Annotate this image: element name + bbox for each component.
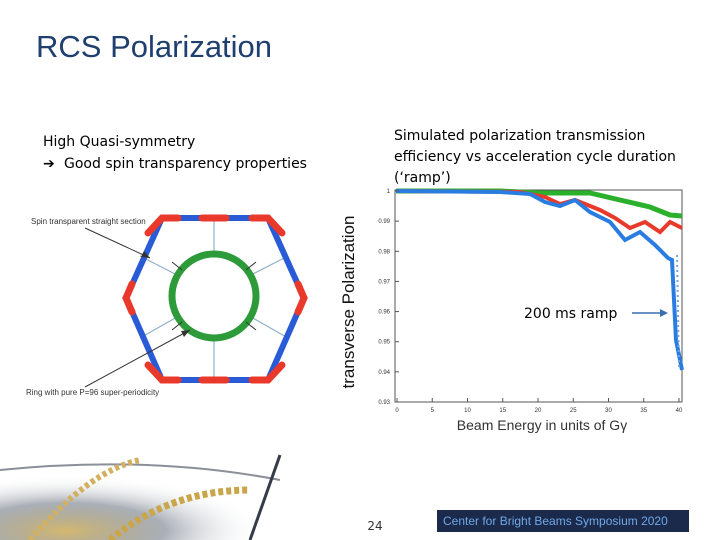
right-text: (‘ramp’) xyxy=(394,170,451,186)
x-tick-label: 15 xyxy=(499,408,506,414)
x-tick-label: 35 xyxy=(640,408,647,414)
plot xyxy=(394,188,684,403)
title: RCS Polarization xyxy=(36,29,272,64)
footer: Center for Bright Beams Symposium 2020 xyxy=(443,514,668,528)
x-tick-label: 5 xyxy=(431,408,435,414)
right-text: efficiency vs acceleration cycle duratio… xyxy=(394,149,676,165)
right-text: Simulated polarization transmission xyxy=(394,128,645,144)
footer-box xyxy=(437,510,689,532)
y-axis-label: Polarization xyxy=(339,216,358,305)
decoration xyxy=(248,454,282,540)
y-tick-label: 0.94 xyxy=(378,370,390,376)
y-tick-label: 0.97 xyxy=(378,279,390,285)
diagram-label: Ring with pure P=96 super-periodicity xyxy=(26,388,159,397)
x-tick-label: 30 xyxy=(605,408,612,414)
y-tick-label: 1 xyxy=(387,189,391,195)
annotation: 200 ms ramp xyxy=(524,306,618,322)
decoration xyxy=(107,486,251,540)
page-number: 24 xyxy=(367,519,382,533)
x-axis-label: Beam Energy in units of Gγ xyxy=(457,417,627,433)
x-tick-label: 40 xyxy=(676,408,683,414)
x-tick-label: 25 xyxy=(570,408,577,414)
decoration xyxy=(27,457,141,540)
y-tick-label: 0.99 xyxy=(378,219,390,225)
ring-diagram xyxy=(84,214,308,388)
decoration xyxy=(0,447,330,540)
arrow: ➔ xyxy=(43,156,55,172)
left-text: Good spin transparency properties xyxy=(64,156,307,172)
decoration xyxy=(0,463,281,481)
y-tick-label: 0.98 xyxy=(378,249,390,255)
y-axis-label: transverse xyxy=(339,309,358,388)
x-tick-label: 20 xyxy=(535,408,542,414)
x-tick-label: 0 xyxy=(395,408,399,414)
diagram-label: Spin transparent straight section xyxy=(31,217,146,226)
y-axis-label: transverse Polarization xyxy=(339,216,358,389)
y-tick-label: 0.95 xyxy=(378,340,390,346)
left-text: High Quasi-symmetry xyxy=(43,134,195,150)
y-tick-label: 0.96 xyxy=(378,310,390,316)
arrow xyxy=(660,309,668,317)
x-tick-label: 10 xyxy=(464,408,471,414)
y-tick-label: 0.93 xyxy=(378,400,390,406)
